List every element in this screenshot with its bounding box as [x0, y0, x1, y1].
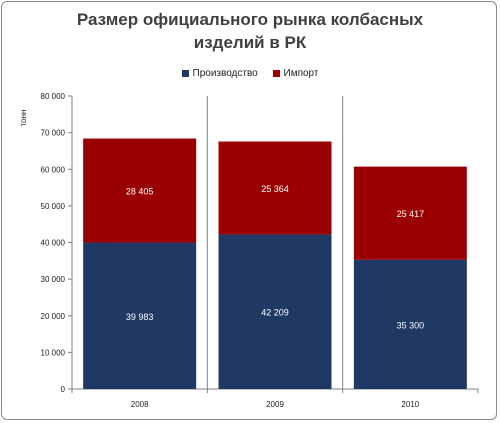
x-tick-label: 2009: [266, 400, 284, 409]
legend-item-production: Производство: [181, 68, 258, 79]
y-tick-label: 30 000: [41, 275, 66, 284]
legend-label-import: Импорт: [283, 68, 319, 79]
x-tick-label: 2010: [401, 400, 419, 409]
y-tick-label: 10 000: [41, 348, 66, 357]
data-label: 42 209: [261, 308, 289, 318]
data-label: 25 364: [261, 184, 289, 194]
chart-legend: Производство Импорт: [0, 68, 500, 80]
y-axis-label: тонн: [19, 110, 28, 127]
data-label: 25 417: [397, 209, 425, 219]
y-tick-label: 0: [61, 385, 66, 394]
y-tick-label: 20 000: [41, 312, 66, 321]
x-tick-label: 2008: [131, 400, 149, 409]
bar-import: [353, 166, 467, 260]
legend-label-production: Производство: [192, 68, 258, 79]
data-label: 35 300: [397, 320, 425, 330]
y-tick-label: 60 000: [41, 165, 66, 174]
data-label: 39 983: [126, 312, 154, 322]
y-tick-label: 50 000: [41, 202, 66, 211]
chart-title: Размер официального рынка колбасных изде…: [60, 8, 440, 54]
legend-swatch-import: [272, 70, 280, 77]
data-label: 28 405: [126, 187, 154, 197]
bar-production: [353, 259, 467, 389]
y-tick-label: 40 000: [41, 239, 66, 248]
chart-title-line-2: изделий в РК: [193, 33, 307, 52]
legend-item-import: Импорт: [272, 68, 319, 79]
bar-import: [83, 138, 197, 243]
bar-import: [218, 141, 332, 235]
bar-production: [218, 234, 332, 389]
y-tick-label: 80 000: [41, 92, 66, 101]
chart-title-line-1: Размер официального рынка колбасных: [76, 10, 424, 29]
y-tick-label: 70 000: [41, 129, 66, 138]
bar-production: [83, 242, 197, 389]
legend-swatch-production: [181, 70, 189, 77]
